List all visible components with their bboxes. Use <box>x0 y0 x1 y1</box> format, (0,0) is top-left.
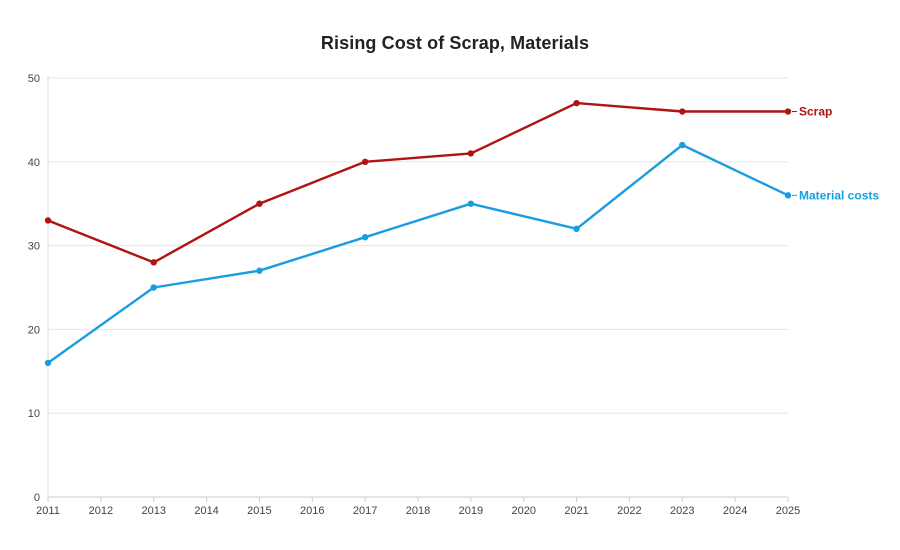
data-point[interactable] <box>784 192 792 199</box>
data-point[interactable] <box>467 150 475 157</box>
x-tick-label: 2014 <box>194 505 218 517</box>
x-tick-label: 2022 <box>617 505 641 517</box>
series-line-material-costs <box>46 143 790 365</box>
chart-title: Rising Cost of Scrap, Materials <box>320 33 590 53</box>
axes: 0 10 20 30 40 50 2011 2012 2013 2014 2015 2016 2017 2… <box>28 73 800 517</box>
data-point[interactable] <box>467 200 475 207</box>
data-point[interactable] <box>44 359 52 367</box>
data-point[interactable] <box>361 158 369 165</box>
data-point[interactable] <box>256 200 263 207</box>
y-tick-label: 40 <box>28 157 40 169</box>
x-tick-label: 2024 <box>723 505 747 517</box>
x-tick-label: 2021 <box>564 505 588 517</box>
data-point[interactable] <box>361 234 369 241</box>
series-labels: Scrap Material costs <box>792 105 879 202</box>
series-label: Material costs <box>799 188 879 202</box>
x-tick-label: 2018 <box>406 505 430 517</box>
data-point[interactable] <box>784 108 792 115</box>
x-tick-label: 2023 <box>670 505 694 517</box>
y-tick-label: 10 <box>28 408 40 420</box>
x-tick-label: 2011 <box>36 505 60 517</box>
gridlines <box>48 77 788 414</box>
x-tick-label: 2019 <box>459 505 483 517</box>
x-tick-label: 2013 <box>141 505 165 517</box>
y-tick-label: 0 <box>34 492 40 504</box>
data-point[interactable] <box>573 225 580 233</box>
data-point[interactable] <box>573 99 580 107</box>
data-point[interactable] <box>679 108 686 115</box>
x-tick-label: 2017 <box>353 505 377 517</box>
x-tick-label: 2016 <box>300 505 324 517</box>
data-point[interactable] <box>44 217 52 224</box>
data-point[interactable] <box>150 284 157 291</box>
x-tick-label: 2020 <box>511 505 535 517</box>
y-tick-label: 30 <box>28 241 40 253</box>
x-tick-label: 2015 <box>247 505 271 517</box>
x-tick-label: 2012 <box>89 505 113 517</box>
series-line-scrap <box>46 101 790 264</box>
data-point[interactable] <box>679 141 686 149</box>
data-point[interactable] <box>256 267 263 274</box>
y-tick-label: 50 <box>28 73 40 85</box>
data-point[interactable] <box>150 259 157 266</box>
series-lines <box>44 99 792 367</box>
y-tick-label: 20 <box>28 324 40 336</box>
x-tick-label: 2025 <box>776 505 800 517</box>
series-label: Scrap <box>799 105 832 119</box>
